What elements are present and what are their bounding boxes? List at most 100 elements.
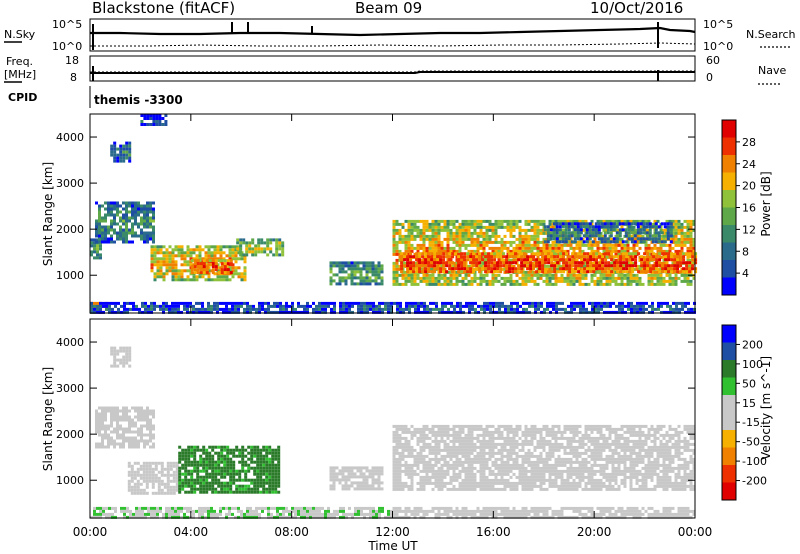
power-echo-cell <box>650 255 654 259</box>
power-echo-cell <box>210 245 214 249</box>
power-echo-cell <box>586 261 590 265</box>
velocity-echo-cell <box>211 478 215 482</box>
velocity-echo-cell <box>128 421 131 425</box>
velocity-echo-cell <box>119 415 122 419</box>
velocity-echo-cell <box>244 487 248 491</box>
power-echo-cell <box>615 304 618 308</box>
power-echo-cell <box>243 301 246 305</box>
power-echo-cell <box>590 249 594 253</box>
velocity-echo-cell <box>139 464 143 468</box>
power-echo-cell <box>597 234 601 238</box>
power-echo-cell <box>673 267 677 271</box>
power-echo-cell <box>392 240 396 244</box>
power-echo-cell <box>137 210 140 214</box>
power-echo-cell <box>470 240 474 244</box>
power-echo-cell <box>527 237 531 241</box>
velocity-echo-cell <box>125 409 128 413</box>
power-echo-cell <box>318 307 321 311</box>
power-echo-cell <box>153 275 157 279</box>
power-echo-cell <box>587 282 591 286</box>
power-echo-cell <box>503 270 507 274</box>
power-echo-cell <box>140 207 143 211</box>
power-echo-cell <box>408 301 411 305</box>
velocity-echo-cell <box>329 484 333 488</box>
power-echo-cell <box>159 266 163 270</box>
power-echo-cell <box>606 240 610 244</box>
power-echo-cell <box>555 222 559 226</box>
velocity-echo-cell <box>196 472 200 476</box>
power-echo-cell <box>552 237 556 241</box>
power-echo-cell <box>110 240 113 244</box>
power-echo-cell <box>443 246 447 250</box>
power-echo-cell <box>540 310 543 314</box>
velocity-echo-cell <box>347 487 351 491</box>
power-echo-cell <box>585 234 589 238</box>
power-echo-cell <box>658 261 662 265</box>
power-echo-cell <box>578 240 582 244</box>
power-echo-cell <box>458 249 462 253</box>
power-echo-cell <box>196 262 200 266</box>
power-echo-cell <box>108 304 111 308</box>
power-echo-cell <box>433 261 437 265</box>
power-echo-cell <box>155 117 159 120</box>
velocity-echo-cell <box>211 475 215 479</box>
power-echo-cell <box>659 282 663 286</box>
power-echo-cell <box>264 307 267 311</box>
power-echo-cell <box>651 307 654 311</box>
power-echo-cell <box>342 301 345 305</box>
power-echo-cell <box>642 310 645 314</box>
power-echo-cell <box>523 261 527 265</box>
power-echo-cell <box>587 240 591 244</box>
velocity-echo-cell <box>232 451 236 455</box>
power-colorbar-label: Power [dB] <box>759 171 773 236</box>
power-echo-cell <box>474 310 477 314</box>
velocity-echo-cell <box>268 460 272 464</box>
power-echo-cell <box>686 240 690 244</box>
power-echo-cell <box>368 264 372 268</box>
power-echo-cell <box>568 264 572 268</box>
power-echo-cell <box>143 240 146 244</box>
power-echo-cell <box>586 270 590 274</box>
power-echo-cell <box>378 310 381 314</box>
power-echo-cell <box>649 267 653 271</box>
power-echo-cell <box>581 219 585 223</box>
power-echo-cell <box>638 279 642 283</box>
power-echo-cell <box>557 219 561 223</box>
power-echo-cell <box>180 269 184 273</box>
power-echo-cell <box>398 252 402 256</box>
power-echo-cell <box>339 310 342 314</box>
power-echo-cell <box>201 257 205 261</box>
power-echo-cell <box>524 270 528 274</box>
velocity-echo-cell <box>146 406 149 410</box>
power-echo-cell <box>377 270 381 274</box>
power-echo-cell <box>369 304 372 308</box>
power-echo-cell <box>186 275 190 279</box>
power-echo-cell <box>341 279 345 283</box>
power-echo-cell <box>183 257 187 261</box>
power-echo-cell <box>213 272 217 276</box>
power-echo-cell <box>418 261 422 265</box>
power-echo-cell <box>688 255 692 259</box>
power-echo-cell <box>546 234 550 238</box>
power-echo-cell <box>202 271 206 275</box>
velocity-echo-cell <box>119 361 123 365</box>
power-echo-cell <box>123 310 126 314</box>
power-echo-cell <box>467 264 471 268</box>
power-echo-cell <box>624 234 628 238</box>
power-echo-cell <box>475 267 479 271</box>
power-echo-cell <box>159 245 163 249</box>
power-echo-cell <box>533 273 537 277</box>
power-echo-cell <box>674 219 678 223</box>
power-echo-cell <box>98 228 101 232</box>
power-echo-cell <box>586 252 590 256</box>
power-echo-cell <box>683 237 687 241</box>
power-echo-cell <box>653 270 657 274</box>
colorbar-segment <box>722 137 736 156</box>
velocity-echo-cell <box>238 487 242 491</box>
power-echo-cell <box>590 273 594 277</box>
power-echo-cell <box>494 246 498 250</box>
power-echo-cell <box>362 267 366 271</box>
power-echo-cell <box>548 282 552 286</box>
power-echo-cell <box>589 270 593 274</box>
power-echo-cell <box>648 304 651 308</box>
